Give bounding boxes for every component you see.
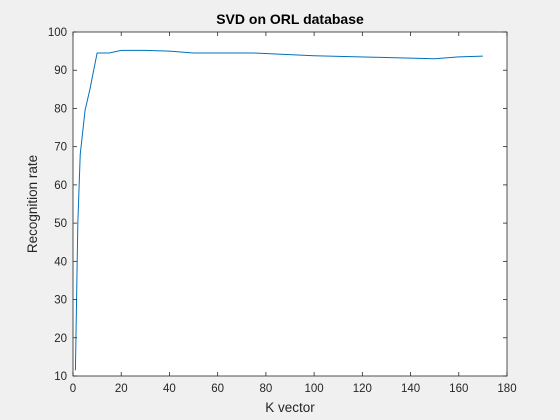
data-point xyxy=(193,53,194,54)
x-tick-label: 180 xyxy=(497,383,516,395)
data-point xyxy=(374,57,375,58)
x-tick-label: 40 xyxy=(163,383,176,395)
data-point xyxy=(434,58,435,59)
data-point xyxy=(85,110,86,111)
x-tick-label: 120 xyxy=(353,383,372,395)
y-tick-label: 60 xyxy=(54,180,67,192)
x-tick-label: 140 xyxy=(401,383,420,395)
x-tick-label: 20 xyxy=(115,383,128,395)
y-tick-label: 40 xyxy=(54,256,67,268)
data-point xyxy=(169,51,170,52)
x-tick-label: 160 xyxy=(449,383,468,395)
y-tick-label: 50 xyxy=(54,218,67,230)
y-tick-label: 70 xyxy=(54,142,67,154)
data-point xyxy=(482,56,483,57)
data-point xyxy=(458,56,459,57)
y-tick-label: 10 xyxy=(54,371,67,383)
axes-box xyxy=(72,31,508,377)
y-tick-label: 30 xyxy=(54,295,67,307)
data-point xyxy=(97,53,98,54)
chart-title: SVD on ORL database xyxy=(216,11,364,27)
series-line-0 xyxy=(74,49,483,371)
x-tick-label: 0 xyxy=(70,383,76,395)
y-axis-title: Recognition rate xyxy=(25,155,40,253)
data-point xyxy=(75,370,76,371)
axes-layer xyxy=(72,31,508,377)
y-tick-label: 20 xyxy=(54,333,67,345)
data-point xyxy=(109,53,110,54)
y-tick-label: 100 xyxy=(48,27,67,39)
data-point xyxy=(77,223,78,224)
data-point xyxy=(145,50,146,51)
data-point xyxy=(80,154,81,155)
x-tick-label: 60 xyxy=(211,383,224,395)
data-point xyxy=(253,53,254,54)
y-tick-label: 90 xyxy=(54,65,67,77)
y-tick-label: 80 xyxy=(54,103,67,115)
plot-area xyxy=(73,32,507,376)
data-point xyxy=(121,50,122,51)
data-point xyxy=(217,53,218,54)
x-tick-label: 80 xyxy=(259,383,272,395)
ticks-layer: 0 20 40 60 80 100 120 140 160 180 10 20 30 40 50 60 70 80… xyxy=(48,27,517,395)
series-layer xyxy=(74,49,483,371)
x-axis-title: K vector xyxy=(265,400,315,415)
x-tick-label: 100 xyxy=(305,383,324,395)
data-point xyxy=(314,55,315,56)
data-point xyxy=(89,89,90,90)
